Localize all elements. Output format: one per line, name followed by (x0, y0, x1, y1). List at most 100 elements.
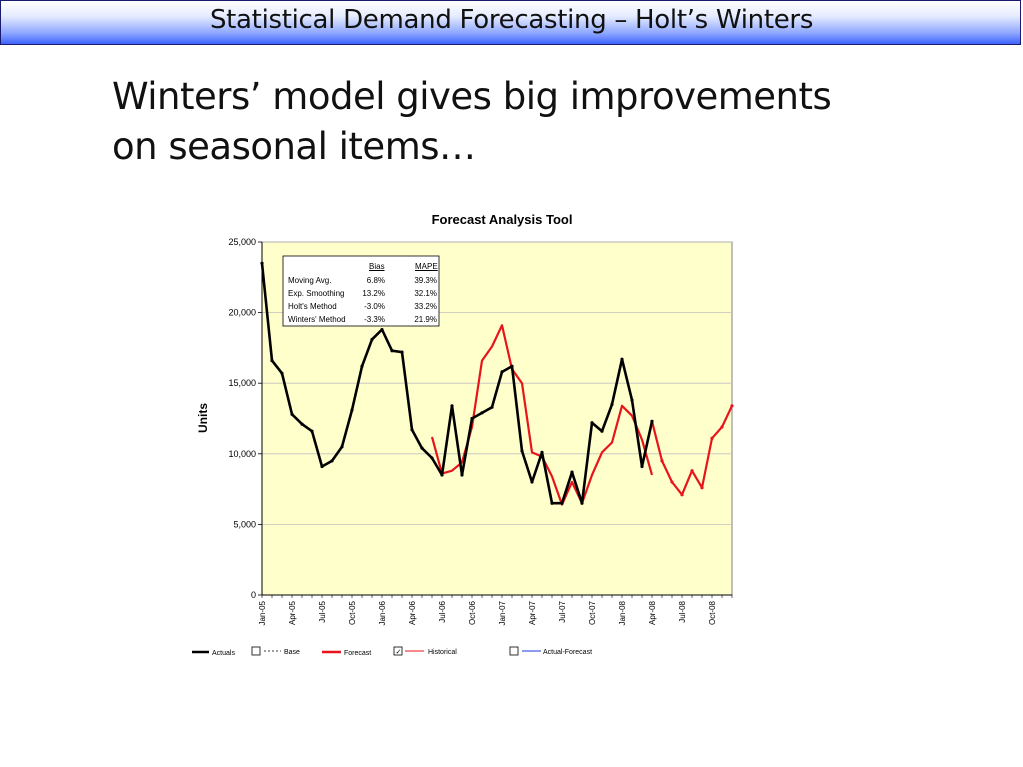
data-point (650, 419, 654, 423)
actual-forecast-checkbox[interactable] (509, 646, 519, 656)
data-point (510, 364, 514, 368)
y-axis-label: Units (196, 403, 210, 433)
legend: Actuals Base Forecast ✓ Historical Actua… (192, 646, 592, 657)
legend-base-label: Base (284, 649, 300, 656)
data-point (330, 459, 334, 463)
headline-line-1: Winters’ model gives big improvements (112, 75, 832, 118)
data-point (520, 449, 524, 453)
series-layer (260, 261, 734, 506)
x-tick-label: Jul-05 (318, 600, 327, 622)
x-tick-label: Jul-06 (438, 600, 447, 622)
data-point (390, 349, 394, 353)
data-point (360, 364, 364, 368)
data-point (630, 398, 634, 402)
table-row-method: Exp. Smoothing (288, 289, 345, 298)
x-tick-label: Oct-08 (708, 600, 717, 625)
data-point (690, 469, 694, 473)
historical-checkbox[interactable] (393, 646, 403, 656)
data-point (580, 501, 584, 505)
x-tick-label: Jan-08 (618, 600, 627, 625)
table-header-bias: Bias (369, 262, 385, 271)
data-point (400, 350, 404, 354)
data-point (700, 486, 704, 490)
chart-title: Forecast Analysis Tool (432, 212, 573, 227)
data-point (470, 416, 474, 421)
gridlines (262, 241, 732, 525)
data-point (540, 450, 544, 454)
data-point (440, 473, 444, 477)
table-row-mape: 21.9% (414, 315, 437, 324)
data-point (410, 428, 414, 432)
table-row-mape: 33.2% (414, 302, 437, 311)
data-point (350, 408, 354, 412)
data-point (480, 411, 484, 415)
data-point (320, 464, 324, 469)
data-point (500, 370, 504, 374)
x-tick-label: Jan-06 (378, 600, 387, 625)
x-tick-label: Oct-06 (468, 600, 477, 625)
data-point (640, 464, 644, 469)
data-point (300, 422, 304, 426)
y-tick-label: 0 (251, 590, 256, 600)
data-point (340, 445, 344, 449)
table-row-bias: 6.8% (366, 276, 385, 285)
data-point (310, 429, 314, 433)
legend-historical-label: Historical (428, 649, 457, 656)
table-row-method: Winters' Method (288, 315, 346, 324)
data-point (380, 327, 384, 332)
headline-line-2: on seasonal items… (112, 125, 476, 168)
data-point (620, 357, 624, 361)
table-header-mape: MAPE (415, 262, 438, 271)
y-axis-ticks: 0 5,000 10,000 15,000 20,000 25,000 (228, 237, 262, 600)
legend-forecast-label: Forecast (344, 650, 371, 657)
x-tick-label: Oct-05 (348, 600, 357, 625)
x-tick-label: Jul-07 (558, 600, 567, 622)
historical-check-icon: ✓ (396, 648, 402, 656)
series-line-actuals (260, 263, 654, 505)
data-point (610, 402, 614, 406)
data-point (680, 493, 684, 497)
data-point (460, 473, 464, 477)
stats-table (282, 255, 440, 327)
data-point (590, 421, 594, 425)
x-tick-label: Oct-07 (588, 600, 597, 625)
legend-actual-forecast-label: Actual-Forecast (543, 649, 592, 656)
data-point (670, 480, 674, 484)
data-point (720, 425, 724, 429)
x-tick-label: Jul-08 (678, 600, 687, 622)
data-point (420, 446, 424, 450)
data-point (450, 404, 454, 408)
slide-headline: Winters’ model gives big improvements on… (112, 72, 912, 172)
table-row-bias: -3.0% (364, 302, 385, 311)
y-tick-label: 5,000 (233, 519, 256, 529)
data-point (570, 470, 574, 474)
x-tick-label: Jan-05 (258, 600, 267, 625)
x-tick-label: Apr-05 (288, 600, 297, 625)
legend-actuals-label: Actuals (212, 650, 235, 657)
stats-table-box (282, 255, 440, 327)
data-point (430, 456, 434, 460)
table-row-mape: 32.1% (414, 289, 437, 298)
table-row-method: Holt's Method (288, 302, 337, 311)
y-tick-label: 20,000 (228, 308, 256, 318)
x-tick-label: Apr-06 (408, 600, 417, 625)
y-tick-label: 15,000 (228, 378, 256, 388)
data-point (270, 359, 274, 363)
x-axis-ticks: Jan-05 Apr-05 Jul-05 Oct-05 Jan-06 Apr-06 Jul-… (258, 242, 733, 625)
data-point (290, 412, 294, 416)
title-banner: Statistical Demand Forecasting – Holt’s … (0, 0, 1021, 45)
table-row-mape: 39.3% (414, 276, 437, 285)
data-point (550, 501, 554, 505)
y-tick-label: 25,000 (228, 237, 256, 247)
x-tick-label: Jan-07 (498, 600, 507, 625)
slide-title: Statistical Demand Forecasting – Holt’s … (209, 5, 814, 35)
data-point (530, 480, 534, 484)
table-row-method: Moving Avg. (288, 276, 332, 285)
base-checkbox[interactable] (251, 646, 261, 656)
data-point (560, 501, 564, 505)
x-tick-label: Apr-07 (528, 600, 537, 625)
data-point (660, 459, 664, 463)
data-point (730, 404, 734, 408)
x-tick-label: Apr-08 (648, 600, 657, 625)
